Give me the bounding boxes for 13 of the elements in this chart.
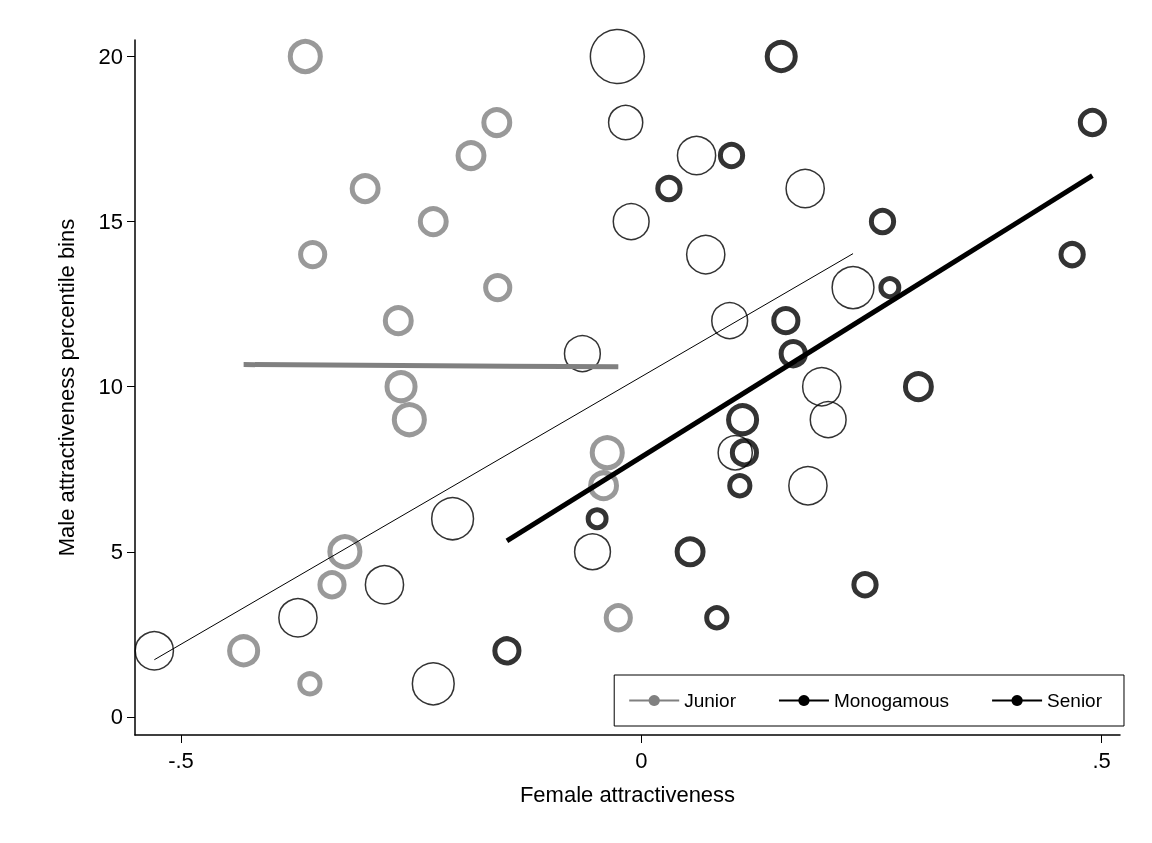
y-tick-label: 0 xyxy=(110,704,123,730)
y-tick-label: 20 xyxy=(98,44,123,70)
legend-label: Senior xyxy=(1047,690,1103,711)
legend-label: Junior xyxy=(684,690,737,711)
x-axis-title: Female attractiveness xyxy=(519,781,736,807)
y-tick-label: 15 xyxy=(98,209,123,235)
x-tick-label: -.5 xyxy=(168,747,194,773)
y-axis-title: Male attractiveness percentile bins xyxy=(53,218,79,557)
legend-label: Monogamous xyxy=(833,690,950,711)
x-tick-label: .5 xyxy=(1092,747,1111,773)
x-tick-label: 0 xyxy=(635,747,648,773)
y-tick-label: 10 xyxy=(98,374,123,400)
y-tick-label: 5 xyxy=(110,539,123,565)
